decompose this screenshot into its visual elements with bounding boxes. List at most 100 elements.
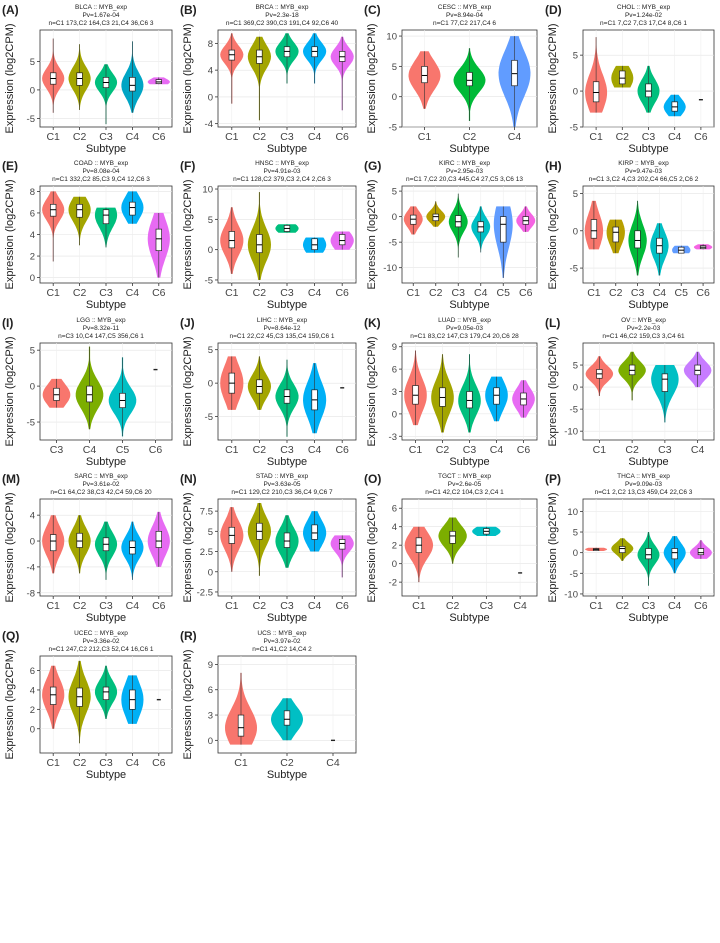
y-tick-label: -4 [205,119,213,130]
chart-title: KIRC :: MYB_exp [439,160,490,167]
y-axis-title: Expression (log2CPM) [547,23,559,133]
panel-label: (N) [180,472,197,486]
pvalue-label: Pv=8.94e-04 [446,12,483,19]
y-tick-label: 7.5 [200,507,213,518]
y-tick-label: 0 [30,382,35,393]
y-tick-label: 10 [386,32,397,43]
pvalue-label: Pv=2.2e-03 [627,325,661,332]
panel-label: (E) [2,159,18,173]
x-tick-label: C1 [46,287,60,299]
box-C2 [619,70,626,85]
x-tick-label: C1 [46,600,60,612]
pvalue-label: Pv=8.08e-04 [82,168,119,175]
x-axis-title: Subtype [628,612,668,624]
x-tick-label: C4 [490,444,504,456]
box-C2 [449,530,456,544]
x-tick-label: C3 [99,757,113,769]
y-axis-title: Expression (log2CPM) [4,492,16,602]
sample-counts: n=C1 332,C2 85,C3 9,C4 12,C6 3 [52,176,150,183]
x-axis-title: Subtype [86,299,126,311]
x-tick-label: C1 [593,444,607,456]
x-tick-label: C3 [280,600,294,612]
y-tick-label: 5 [208,215,213,226]
x-tick-label: C6 [694,131,708,143]
x-tick-label: C4 [126,757,140,769]
x-tick-label: C3 [280,444,294,456]
y-tick-label: -8 [27,588,35,599]
y-tick-label: 0 [392,92,397,103]
pvalue-label: Pv=8.64e-12 [263,325,300,332]
x-tick-label: C2 [253,600,267,612]
box-C2 [619,546,626,554]
x-tick-label: C1 [46,131,60,143]
box-C1 [592,81,600,103]
x-tick-label: C4 [308,287,322,299]
x-tick-label: C2 [429,287,443,299]
panel-label: (Q) [2,629,19,643]
y-tick-label: 2 [30,705,35,716]
y-tick-label: -5 [570,569,578,580]
y-tick-label: 4 [30,685,35,696]
x-tick-label: C3 [631,287,645,299]
y-tick-label: 6 [392,365,397,376]
y-tick-label: 0 [573,548,578,559]
y-axis-title: Expression (log2CPM) [547,492,559,602]
panel-label: (B) [180,3,197,17]
chart-title: LUAD :: MYB_exp [438,317,491,324]
sample-counts: n=C3 10,C4 147,C5 356,C6 1 [58,333,144,340]
y-tick-label: 8 [30,187,35,198]
box-C4 [129,201,136,216]
y-axis-title: Expression (log2CPM) [4,336,16,446]
x-axis-title: Subtype [628,143,668,155]
x-tick-label: C1 [225,600,239,612]
chart-title: UCEC :: MYB_exp [74,630,128,637]
y-tick-label: 0 [392,212,397,223]
x-axis-title: Subtype [449,143,489,155]
panel-label: (K) [364,316,381,330]
box-C4 [511,59,518,87]
sample-counts: n=C1 7,C2 20,C3 445,C4 27,C5 3,C6 13 [406,176,523,183]
x-tick-label: C4 [668,600,682,612]
x-tick-label: C6 [335,444,349,456]
pvalue-label: Pv=9.09e-03 [625,481,662,488]
box-C1 [50,534,57,552]
y-axis-title: Expression (log2CPM) [182,179,194,289]
x-tick-label: C4 [126,131,140,143]
y-tick-label: 0 [30,273,35,284]
y-tick-label: 0 [573,87,578,98]
pvalue-label: Pv=2.95e-03 [446,168,483,175]
y-axis-title: Expression (log2CPM) [4,23,16,133]
y-tick-label: -5 [389,238,397,249]
plot-area [401,185,538,284]
box-C6 [155,530,162,548]
y-tick-label: -5 [389,123,397,134]
box-C6 [339,539,346,550]
x-axis-title: Subtype [267,456,307,468]
y-tick-label: 0 [392,409,397,420]
y-tick-label: 6 [30,666,35,677]
x-axis-title: Subtype [267,299,307,311]
chart-title: KIRP :: MYB_exp [618,160,669,167]
box-C2 [256,234,263,254]
x-tick-label: C2 [609,287,623,299]
panel-label: (D) [545,3,562,17]
chart-title: LIHC :: MYB_exp [257,317,308,324]
pvalue-label: Pv=1.67e-04 [82,12,119,19]
panel-label: (F) [180,159,195,173]
panel-label: (G) [364,159,381,173]
x-tick-label: C2 [253,444,267,456]
y-tick-label: 0 [208,736,213,747]
y-tick-label: 5 [392,187,397,198]
y-tick-label: -3 [389,432,397,443]
y-tick-label: -2 [389,578,397,589]
box-C4 [311,238,318,251]
box-C1 [50,203,57,217]
panel-label: (P) [545,472,561,486]
